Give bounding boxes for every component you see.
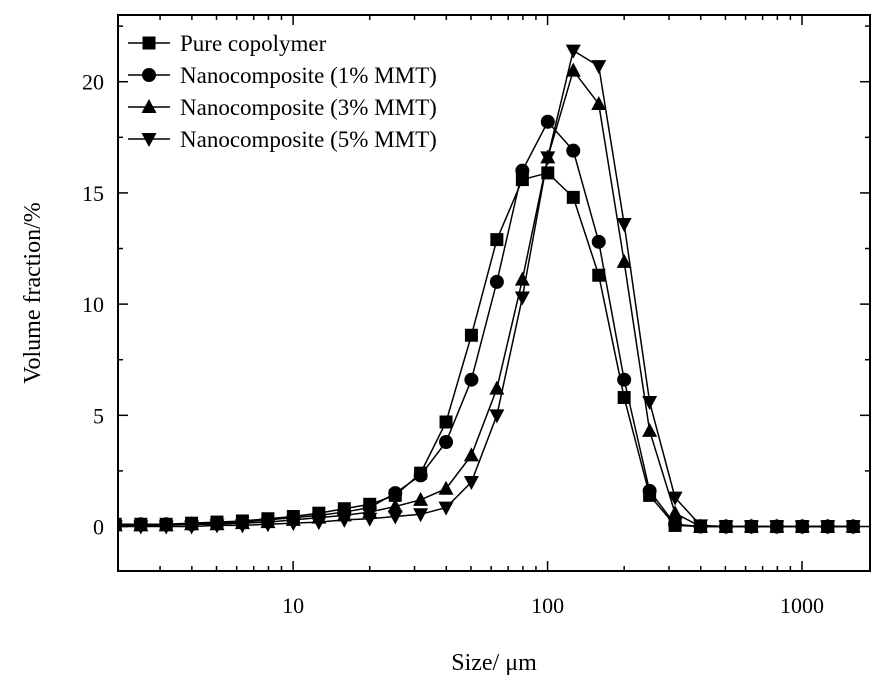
data-point (718, 520, 734, 535)
y-tick-label: 15 (82, 181, 104, 206)
data-point (820, 520, 836, 535)
data-point (743, 520, 759, 535)
data-point (566, 190, 580, 204)
data-point (118, 520, 123, 530)
data-point (592, 268, 606, 282)
plot-frame (117, 14, 871, 572)
series-line (118, 172, 854, 528)
data-point (285, 517, 301, 532)
data-point (616, 253, 632, 268)
data-point (133, 520, 149, 535)
data-point (591, 95, 607, 110)
data-point (413, 508, 429, 523)
y-axis-label: Volume fraction/% (20, 202, 46, 384)
legend-marker (141, 133, 157, 147)
axis-ticks: 10 100 1000 0 5 10 15 20 (82, 15, 870, 618)
legend-marker (141, 99, 157, 113)
data-point (209, 519, 225, 534)
data-point (565, 62, 581, 77)
data-point (514, 291, 530, 306)
data-point (387, 498, 403, 513)
data-point (667, 491, 683, 506)
data-point (489, 409, 505, 424)
data-point (234, 519, 250, 534)
legend-marker (142, 36, 156, 50)
data-point (489, 274, 504, 289)
data-point (260, 518, 276, 533)
legend-label: Nanocomposite (1% MMT) (180, 63, 437, 88)
y-tick-label: 0 (93, 515, 104, 540)
data-point (540, 151, 556, 166)
data-point (591, 60, 607, 75)
data-point (387, 510, 403, 525)
y-tick-label: 5 (93, 403, 104, 428)
data-point (362, 512, 378, 527)
data-point (514, 271, 530, 286)
data-point (413, 468, 428, 483)
data-point (566, 143, 581, 158)
data-point (642, 483, 657, 498)
y-tick-label: 10 (82, 292, 104, 317)
data-point (668, 517, 683, 532)
series-line (118, 120, 854, 528)
data-point (794, 520, 810, 535)
data-point (463, 476, 479, 491)
data-point (540, 114, 555, 129)
data-point (515, 163, 530, 178)
series-4 (118, 44, 861, 535)
data-point (769, 520, 785, 535)
data-point (438, 501, 454, 516)
series-layer (118, 44, 861, 535)
data-point (464, 328, 478, 342)
y-tick-label: 20 (82, 70, 104, 95)
data-point (667, 505, 683, 520)
series-2 (118, 114, 861, 534)
data-point (490, 233, 504, 247)
data-point (311, 516, 327, 531)
data-point (388, 486, 403, 501)
data-point (693, 519, 709, 534)
data-point (463, 447, 479, 462)
data-point (118, 522, 123, 532)
data-point (413, 491, 429, 506)
data-point (565, 44, 581, 59)
legend-marker (142, 68, 156, 82)
data-point (642, 422, 658, 437)
data-point (617, 372, 632, 387)
legend: Pure copolymer Nanocomposite (1% MMT) Nano… (128, 31, 437, 152)
data-point (591, 234, 606, 249)
x-tick-label: 100 (531, 593, 564, 618)
data-point (642, 395, 658, 410)
legend-label: Nanocomposite (3% MMT) (180, 95, 437, 120)
data-point (158, 520, 174, 535)
data-point (438, 480, 454, 495)
x-axis-label: Size/ μm (451, 650, 537, 676)
data-point (616, 218, 632, 233)
legend-label: Nanocomposite (5% MMT) (180, 127, 437, 152)
data-point (845, 520, 861, 535)
data-point (464, 372, 479, 387)
data-point (336, 513, 352, 528)
legend-label: Pure copolymer (180, 31, 327, 56)
data-point (489, 380, 505, 395)
data-point (439, 435, 454, 450)
data-point (439, 415, 453, 429)
x-tick-label: 1000 (780, 593, 824, 618)
data-point (184, 520, 200, 535)
series-1 (118, 166, 860, 534)
x-tick-label: 10 (282, 593, 304, 618)
